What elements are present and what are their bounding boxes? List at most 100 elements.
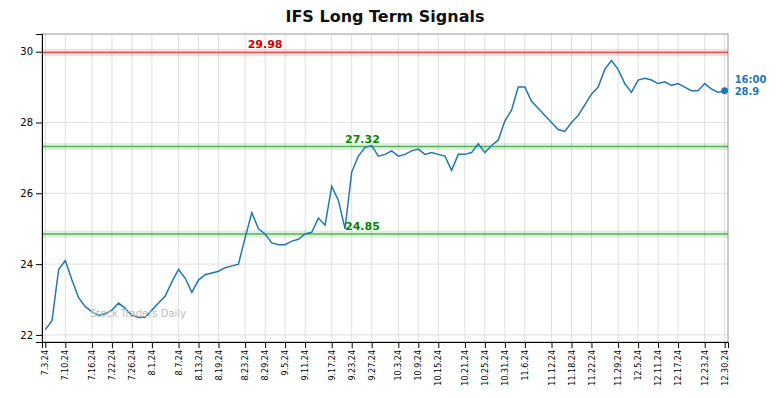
x-tick-label: 11.29.24	[614, 350, 623, 386]
x-tick: 8.7.24	[175, 342, 184, 375]
x-tick: 11.22.24	[588, 342, 597, 386]
x-tick-mark	[638, 342, 639, 348]
grid-line-x	[398, 34, 399, 342]
x-tick-label: 8.19.24	[215, 350, 224, 381]
x-tick-label: 12.17.24	[674, 350, 683, 386]
grid-line-x	[464, 34, 465, 342]
y-tick-label: 22	[20, 330, 33, 341]
x-tick: 8.29.24	[261, 342, 270, 381]
x-tick-mark	[725, 342, 726, 348]
x-tick: 10.21.24	[461, 342, 470, 386]
x-tick-mark	[398, 342, 399, 348]
x-tick-label: 7.16.24	[88, 350, 97, 381]
x-tick-mark	[705, 342, 706, 348]
grid-line-x	[111, 34, 112, 342]
x-tick-label: 9.27.24	[368, 350, 377, 381]
grid-line-x	[265, 34, 266, 342]
grid-line-x	[65, 34, 66, 342]
x-tick-mark	[218, 342, 219, 348]
x-tick: 12.23.24	[701, 342, 710, 386]
x-tick: 11.29.24	[614, 342, 623, 386]
reference-band	[42, 49, 728, 56]
x-tick-mark	[618, 342, 619, 348]
marks	[42, 49, 728, 330]
x-tick-label: 8.23.24	[241, 350, 250, 381]
x-tick: 9.5.24	[281, 342, 290, 375]
x-tick-label: 11.22.24	[588, 350, 597, 386]
y-tick: 22	[20, 330, 42, 341]
x-tick-label: 11.6.24	[521, 350, 530, 381]
x-tick: 7.26.24	[128, 342, 137, 381]
y-tick: 26	[20, 188, 42, 199]
y-axis-line	[36, 35, 43, 343]
x-tick-label: 10.3.24	[394, 350, 403, 381]
reference-label: 24.85	[345, 220, 380, 233]
x-tick-label: 8.13.24	[195, 350, 204, 381]
x-tick: 12.17.24	[674, 342, 683, 386]
reference-line	[42, 146, 728, 148]
grid-line-x	[724, 34, 725, 342]
y-tick: 28	[20, 117, 42, 128]
x-tick-label: 9.23.24	[348, 350, 357, 381]
x-tick-label: 10.31.24	[501, 350, 510, 386]
y-tick-mark	[36, 123, 42, 124]
x-tick-mark	[112, 342, 113, 348]
y-tick-label: 26	[20, 188, 33, 199]
x-tick: 10.15.24	[434, 342, 443, 386]
x-tick-label: 12.23.24	[701, 350, 710, 386]
chart: 22242628307.3.247.10.247.16.247.22.247.2…	[0, 0, 784, 398]
grid-line-x	[418, 34, 419, 342]
grid-line-x	[198, 34, 199, 342]
x-tick: 11.6.24	[521, 342, 530, 381]
x-tick: 8.1.24	[148, 342, 157, 375]
x-tick-mark	[132, 342, 133, 348]
x-tick: 8.13.24	[195, 342, 204, 381]
x-tick-mark	[372, 342, 373, 348]
x-tick: 11.18.24	[568, 342, 577, 386]
x-tick: 9.23.24	[348, 342, 357, 381]
x-tick-mark	[152, 342, 153, 348]
x-tick: 10.9.24	[414, 342, 423, 381]
y-tick-mark	[36, 335, 42, 336]
x-tick-mark	[658, 342, 659, 348]
y-tick-mark	[36, 193, 42, 194]
x-tick-mark	[552, 342, 553, 348]
x-tick-mark	[591, 342, 592, 348]
x-tick-label: 7.3.24	[41, 350, 50, 375]
grid-line-y	[42, 122, 728, 123]
x-axis-line	[43, 343, 729, 349]
x-tick-mark	[418, 342, 419, 348]
x-tick-mark	[438, 342, 439, 348]
grid	[42, 34, 728, 342]
x-tick-mark	[305, 342, 306, 348]
x-tick-label: 7.10.24	[61, 350, 70, 381]
x-tick-mark	[265, 342, 266, 348]
x-axis: 7.3.247.10.247.16.247.22.247.26.248.1.24…	[41, 342, 729, 386]
y-axis: 2224262830	[20, 35, 42, 343]
y-tick-mark	[36, 52, 42, 53]
grid-line-x	[591, 34, 592, 342]
grid-line-x	[438, 34, 439, 342]
x-tick: 9.11.24	[301, 342, 310, 381]
grid-line-x	[618, 34, 619, 342]
x-tick-mark	[678, 342, 679, 348]
grid-line-x	[371, 34, 372, 342]
x-tick: 9.17.24	[328, 342, 337, 381]
plot: 22242628307.3.247.10.247.16.247.22.247.2…	[20, 34, 766, 386]
grid-line-x	[678, 34, 679, 342]
x-tick-mark	[505, 342, 506, 348]
grid-line-x	[524, 34, 525, 342]
grid-line-x	[131, 34, 132, 342]
x-tick-label: 11.18.24	[568, 350, 577, 386]
x-tick-label: 10.21.24	[461, 350, 470, 386]
grid-line-x	[285, 34, 286, 342]
x-tick-mark	[65, 342, 66, 348]
grid-line-x	[704, 34, 705, 342]
x-tick-label: 12.5.24	[634, 350, 643, 381]
x-tick-mark	[332, 342, 333, 348]
x-tick-mark	[285, 342, 286, 348]
reference-line	[42, 233, 728, 235]
grid-line-x	[305, 34, 306, 342]
reference-band	[42, 230, 728, 237]
watermark: Stock Traders Daily	[90, 308, 186, 319]
